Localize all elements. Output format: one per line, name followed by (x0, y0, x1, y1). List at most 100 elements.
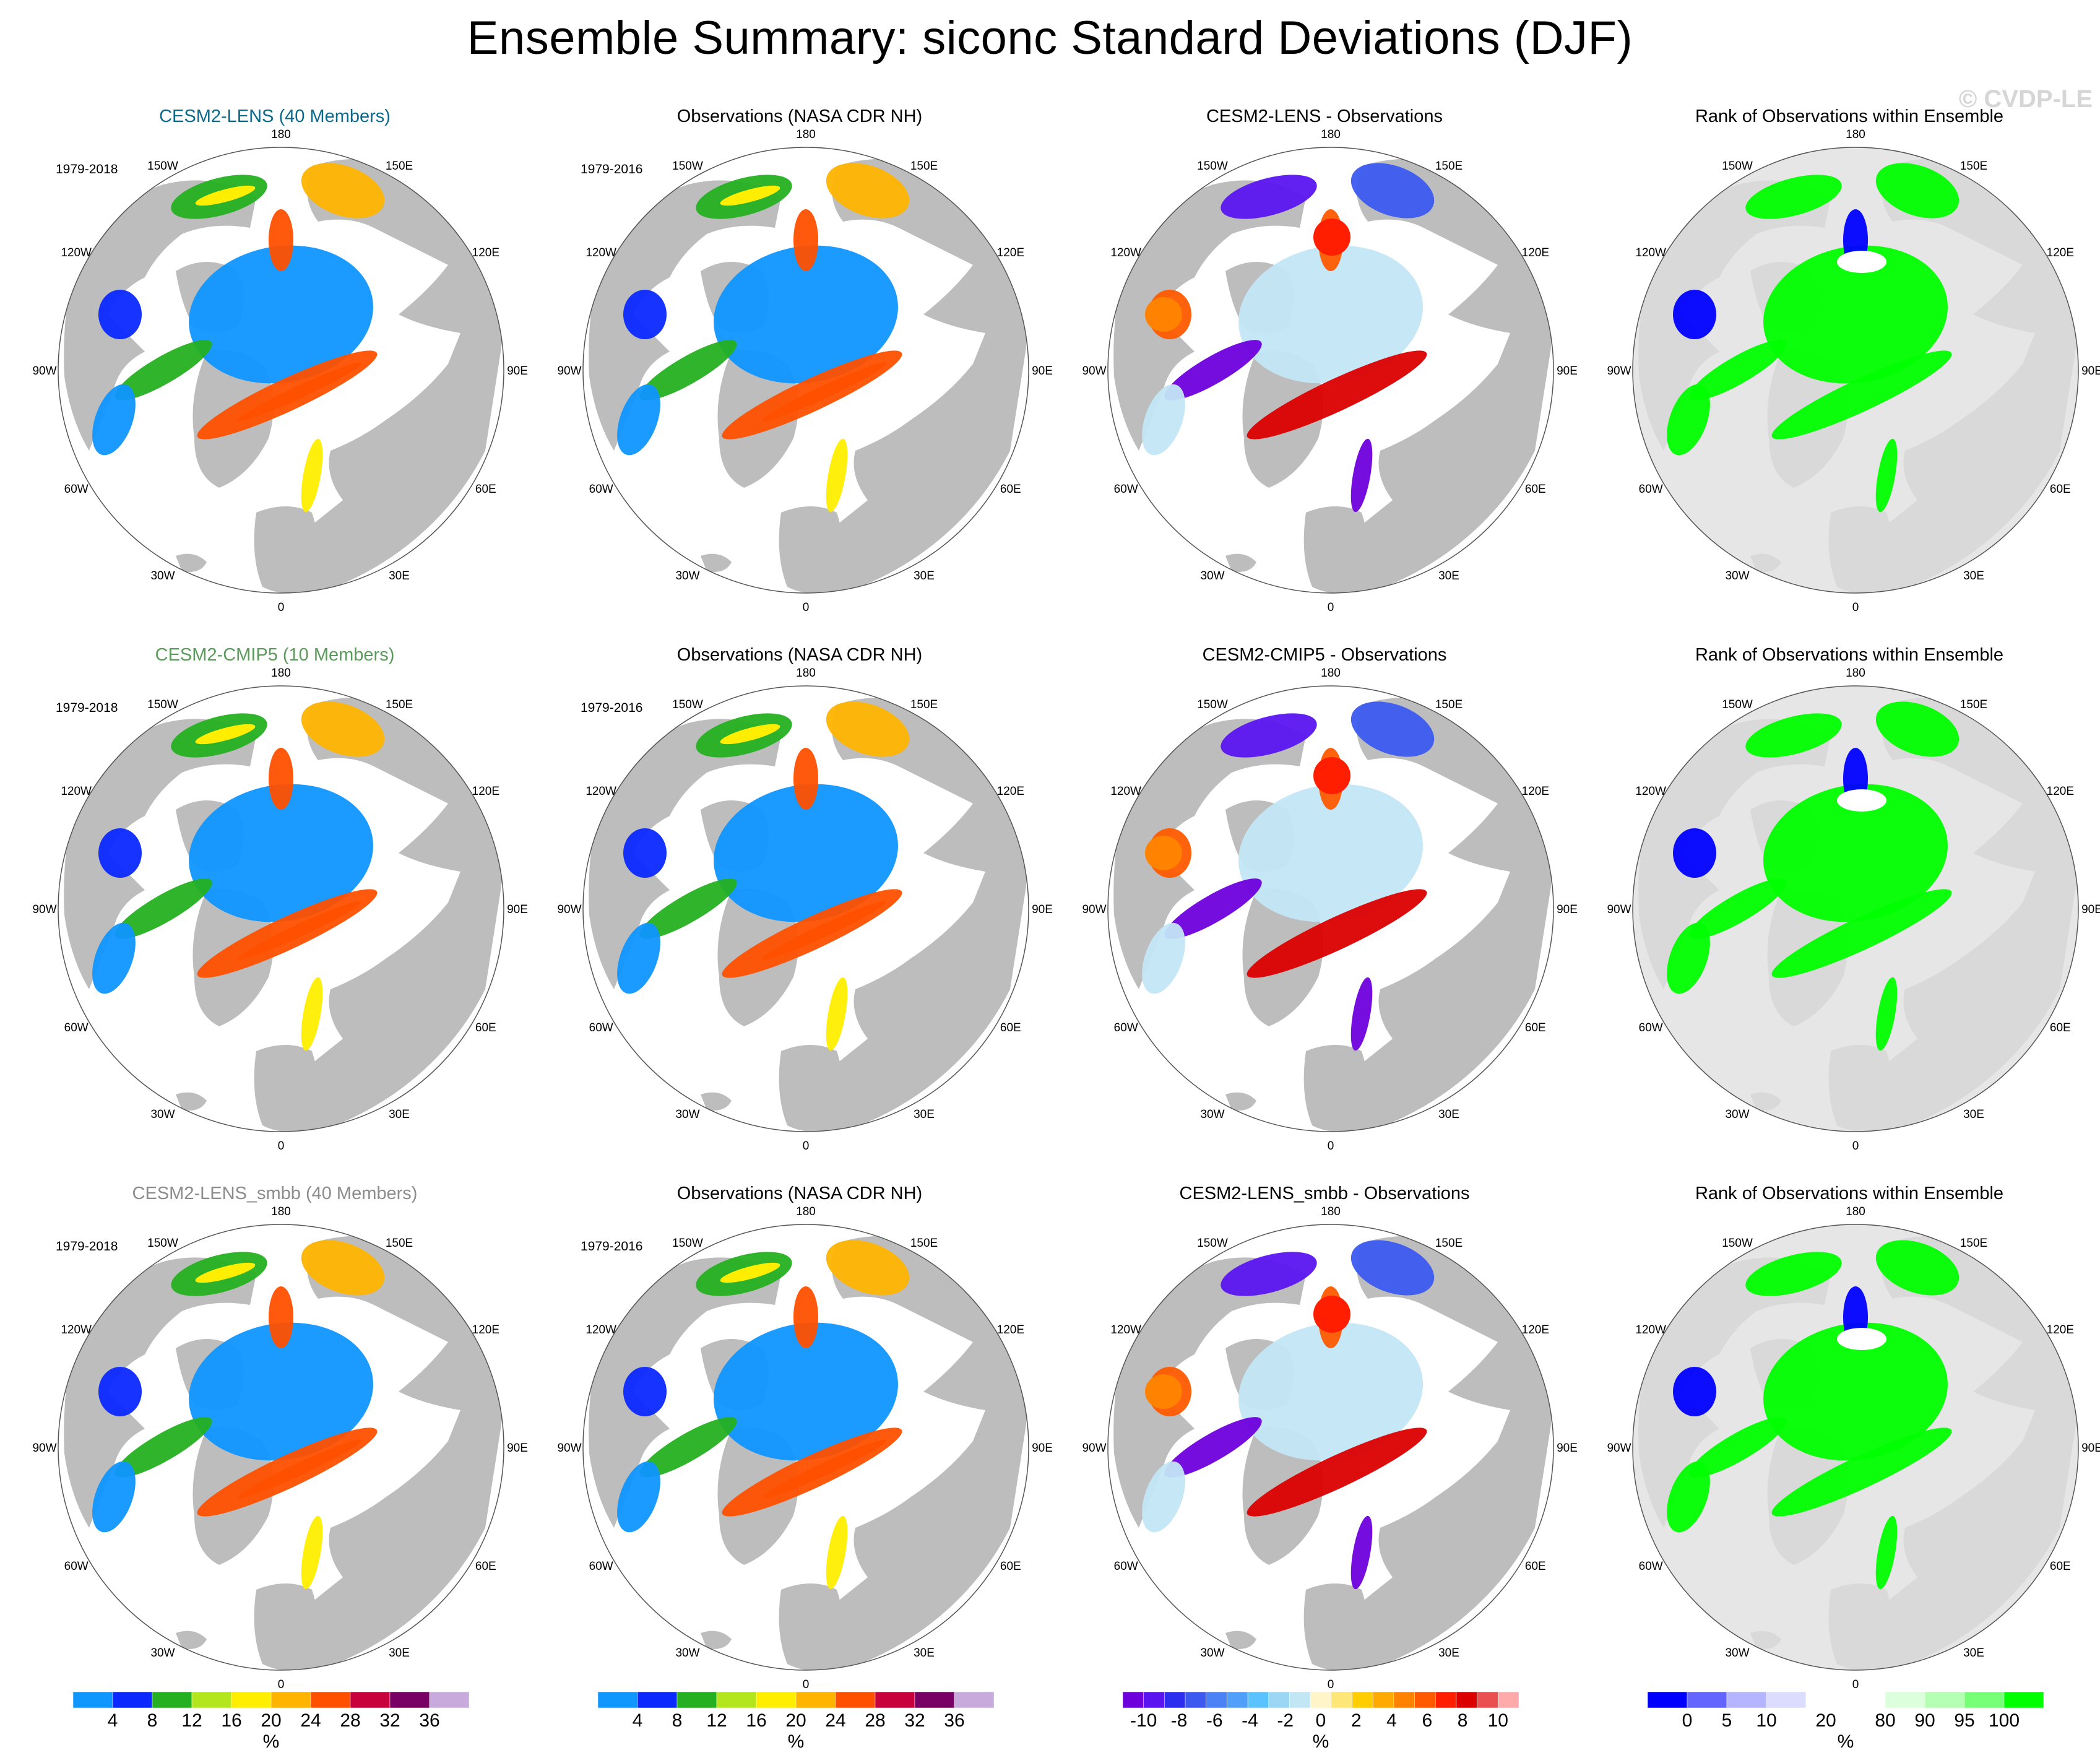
sea-ice-region (301, 701, 385, 757)
land-mass (176, 1092, 207, 1111)
colorbar-tick-label: 16 (746, 1710, 766, 1731)
longitude-label: 30E (389, 1647, 410, 1660)
sea-ice-region (1745, 175, 1842, 219)
sea-ice-region (623, 1367, 667, 1416)
map-panel: Observations (NASA CDR NH) 1979-2016 180 15… (537, 93, 1062, 631)
colorbar-tick-label: -8 (1171, 1710, 1188, 1731)
sea-ice-region (1350, 163, 1435, 219)
sea-ice-region (1875, 1515, 1898, 1590)
map-boundary (1107, 685, 1554, 1132)
colorbar-tick-label: 8 (147, 1710, 158, 1731)
sea-ice-region (301, 163, 385, 219)
longitude-label: 150E (1435, 1237, 1463, 1250)
longitude-label: 60E (475, 1560, 496, 1573)
land-mass (275, 1236, 504, 1670)
longitude-label: 90E (2081, 365, 2100, 378)
colorbar-swatch (350, 1691, 391, 1709)
colorbar-swatch (1647, 1691, 1688, 1709)
sea-ice-region (98, 1367, 142, 1416)
sea-ice-region (115, 1417, 212, 1478)
longitude-label: 60W (589, 483, 613, 496)
map-boundary (1107, 147, 1554, 594)
colorbar-swatch (1414, 1691, 1436, 1709)
sea-ice-region (1238, 784, 1423, 922)
period-label: 1979-2018 (56, 701, 118, 715)
colorbar-swatch (1498, 1691, 1519, 1709)
sea-ice-region (714, 245, 898, 384)
panel-title: CESM2-CMIP5 - Observations (1202, 645, 1447, 665)
sea-ice-region (269, 209, 293, 271)
longitude-label: 120E (1522, 1323, 1549, 1336)
colorbar-tick-label: 28 (865, 1710, 885, 1731)
longitude-label: 180 (271, 1205, 291, 1218)
longitude-label: 60W (1114, 1560, 1138, 1573)
colorbar-tick-label: 80 (1875, 1710, 1895, 1731)
sea-ice-edge-highlight (720, 724, 780, 745)
longitude-label: 150W (1197, 160, 1228, 173)
colorbar-swatch (1885, 1691, 1925, 1709)
longitude-label: 30W (1200, 1108, 1224, 1121)
panel-title: Rank of Observations within Ensemble (1695, 106, 2004, 126)
sea-ice-region (1689, 340, 1787, 401)
map-panel: Rank of Observations within Ensemble 180 1… (1587, 1170, 2100, 1709)
longitude-label: 30W (1725, 1647, 1749, 1660)
land-mass (1638, 1257, 1831, 1528)
longitude-label: 120E (997, 246, 1024, 259)
longitude-label: 90E (1557, 903, 1578, 916)
longitude-label: 120E (2047, 246, 2074, 259)
longitude-label: 0 (1328, 1140, 1334, 1153)
colorbar-swatch (1372, 1691, 1394, 1709)
period-label: 1979-2016 (581, 1239, 643, 1254)
colorbar-swatch (1845, 1691, 1886, 1709)
panel-title: CESM2-LENS - Observations (1206, 106, 1443, 126)
colorbar: 0 5 10 20 80 90 95 100% (1647, 1687, 2081, 1755)
longitude-label: 90E (1557, 365, 1578, 378)
longitude-label: 60E (2050, 1021, 2071, 1034)
longitude-label: 90E (507, 903, 528, 916)
longitude-label: 30E (1438, 1108, 1459, 1121)
land-mass (1303, 506, 1368, 593)
sea-ice-region (826, 438, 848, 513)
longitude-label: 150E (386, 1237, 413, 1250)
sea-ice-region (301, 1515, 323, 1590)
longitude-label: 30W (675, 1647, 699, 1660)
polar-map: 180 150E 120E 90E 60E 30E 0 30W 60W 90W 120W 150W (1082, 667, 1577, 1153)
colorbar-swatch (676, 1691, 717, 1709)
colorbar-swatch (1268, 1691, 1290, 1709)
sea-ice-region (115, 878, 212, 939)
sea-ice-region (1771, 350, 1952, 440)
longitude-label: 120W (1110, 785, 1141, 798)
longitude-label: 0 (1328, 601, 1334, 614)
longitude-label: 30E (1963, 1647, 1984, 1660)
colorbar-swatch (310, 1691, 351, 1709)
land-mass (1303, 1045, 1368, 1132)
longitude-label: 120E (472, 246, 499, 259)
sea-ice-region (793, 209, 818, 271)
longitude-label: 90E (507, 365, 528, 378)
colorbar-tick-label: 0 (1682, 1710, 1693, 1731)
longitude-label: 90W (32, 1442, 56, 1455)
colorbar-swatch (1185, 1691, 1206, 1709)
land-mass (1324, 158, 1553, 593)
longitude-label: 30E (914, 1108, 935, 1121)
colorbar-tick-label: 10 (1756, 1710, 1776, 1731)
longitude-label: 0 (278, 601, 285, 614)
land-mass (1113, 1257, 1306, 1528)
sea-ice-region (617, 1461, 660, 1533)
longitude-label: 60W (64, 483, 89, 496)
polar-map: 180 150E 120E 90E 60E 30E 0 30W 60W 90W 120W 150W (32, 1205, 527, 1691)
sea-ice-region (301, 438, 323, 513)
land-mass (779, 506, 843, 593)
longitude-label: 120W (585, 1323, 616, 1336)
land-mass (701, 1092, 732, 1111)
longitude-label: 60W (1639, 1021, 1663, 1034)
colorbar-swatch (1766, 1691, 1807, 1709)
longitude-label: 180 (1321, 1205, 1341, 1218)
colorbar-tick-label: 36 (419, 1710, 439, 1731)
land-mass (1638, 180, 1831, 451)
map-boundary (58, 685, 504, 1132)
colorbar-tick-label: 90 (1914, 1710, 1935, 1731)
longitude-label: 150E (1435, 160, 1463, 173)
longitude-label: 30E (389, 570, 410, 583)
colorbar-swatch (1247, 1691, 1269, 1709)
